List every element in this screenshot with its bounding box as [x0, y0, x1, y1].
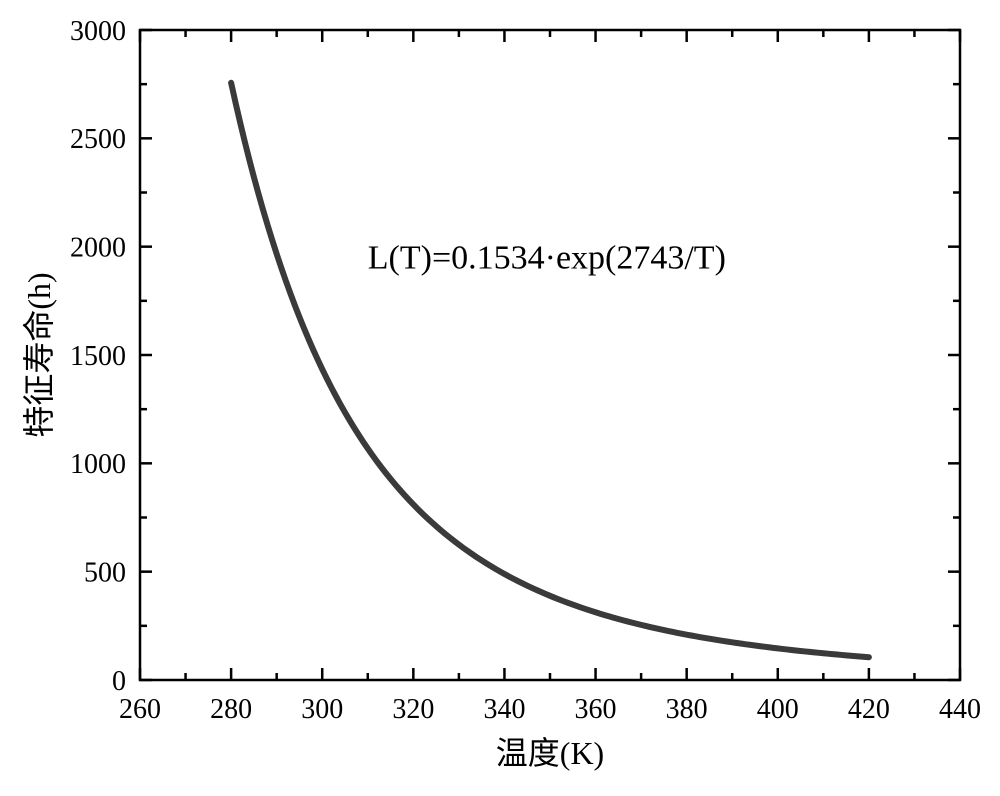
y-tick-label: 2500: [70, 124, 126, 155]
y-axis-label: 特征寿命(h): [21, 272, 57, 437]
y-tick-label: 1500: [70, 341, 126, 372]
x-tick-label: 420: [848, 694, 890, 725]
y-tick-label: 3000: [70, 16, 126, 47]
x-tick-label: 440: [939, 694, 981, 725]
x-tick-label: 400: [757, 694, 799, 725]
y-tick-label: 1000: [70, 449, 126, 480]
y-tick-label: 500: [84, 557, 126, 588]
x-tick-label: 380: [666, 694, 708, 725]
y-tick-label: 2000: [70, 232, 126, 263]
x-tick-label: 320: [392, 694, 434, 725]
x-tick-label: 340: [483, 694, 525, 725]
x-tick-label: 260: [119, 694, 161, 725]
chart-background: [0, 0, 1000, 796]
x-axis-label: 温度(K): [496, 735, 604, 771]
equation-label: L(T)=0.1534·exp(2743/T): [368, 239, 726, 276]
lifetime-vs-temperature-chart: 260 280 300 320 340 360 380 400 420 440 0 500 1000 15…: [0, 0, 1000, 796]
x-tick-label: 280: [210, 694, 252, 725]
chart-container: 260 280 300 320 340 360 380 400 420 440 0 500 1000 15…: [0, 0, 1000, 796]
y-tick-label: 0: [112, 666, 126, 697]
x-tick-label: 300: [301, 694, 343, 725]
x-tick-label: 360: [575, 694, 617, 725]
